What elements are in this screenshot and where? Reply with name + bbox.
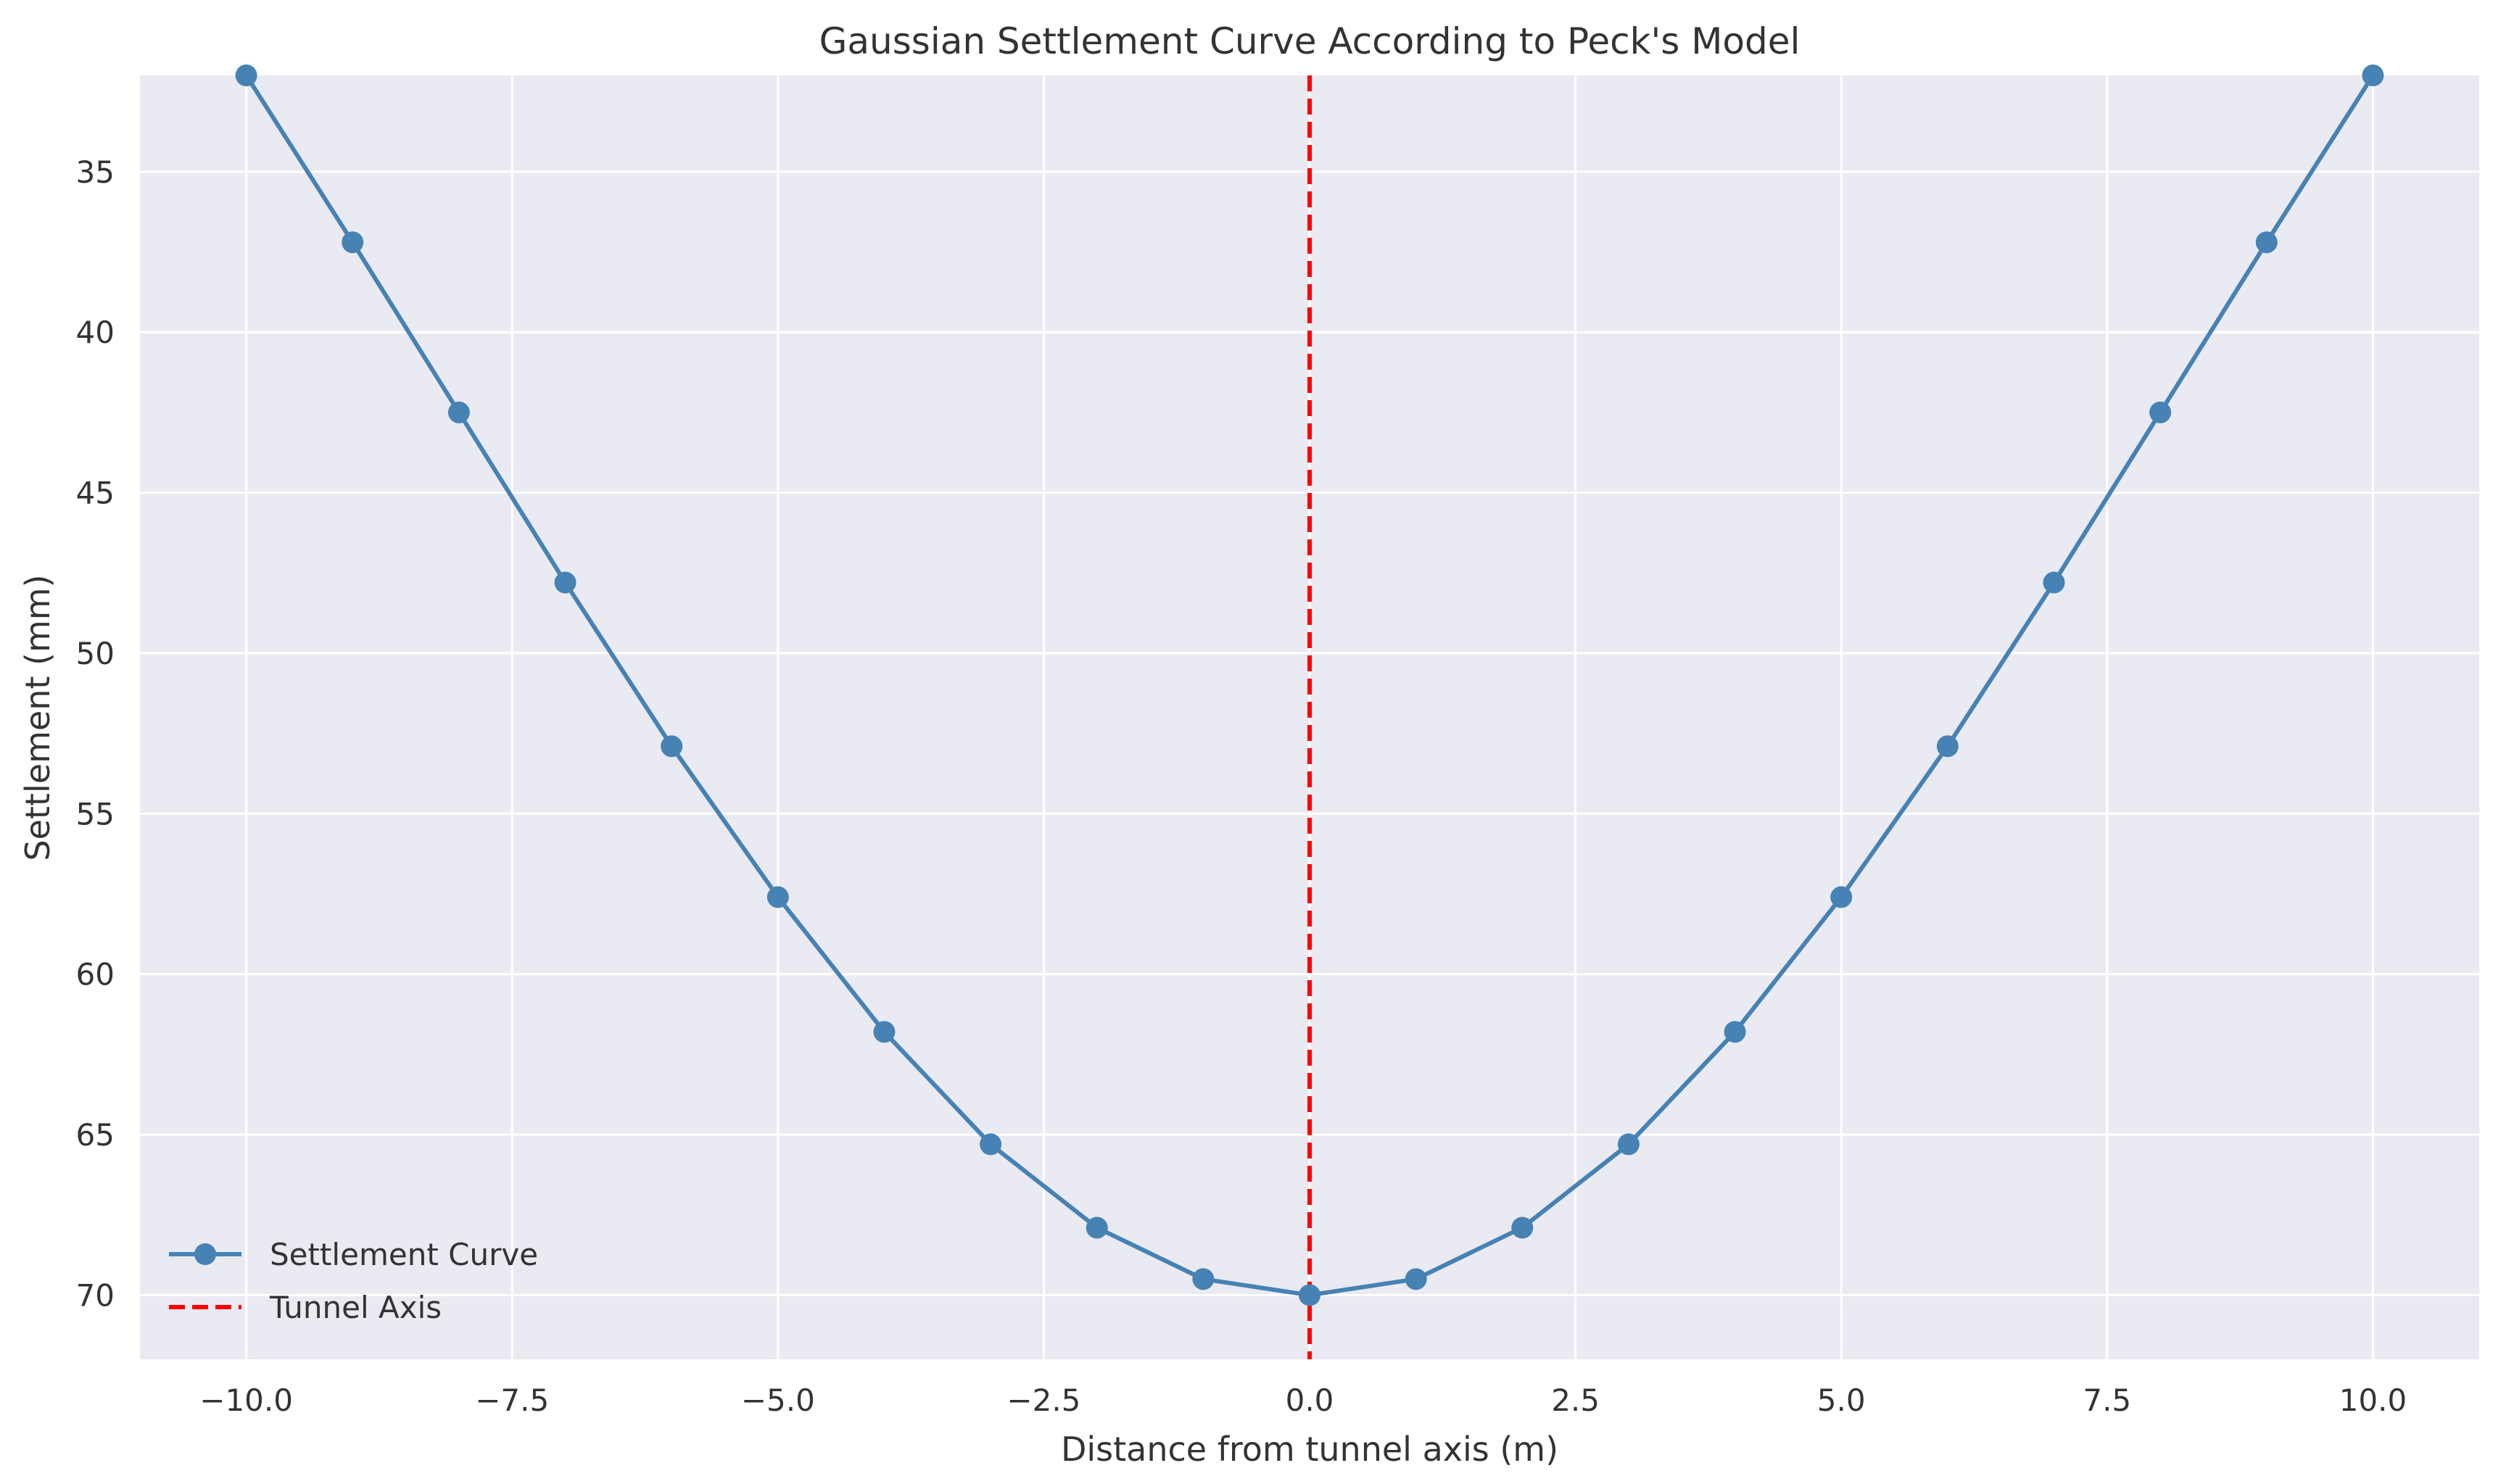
- settlement-point: [1724, 1021, 1746, 1043]
- settlement-point: [1936, 735, 1959, 758]
- settlement-point: [1192, 1268, 1215, 1290]
- legend-settlement-label: Settlement Curve: [270, 1237, 538, 1272]
- x-tick-label: −7.5: [475, 1383, 549, 1418]
- tick-labels: −10.0 −7.5 −5.0 −2.5 0.0 2.5 5.0 7.5 10.0 35 40 45 5…: [76, 154, 2407, 1418]
- legend-tunnel-axis-label: Tunnel Axis: [269, 1290, 442, 1325]
- y-tick-label: 40: [76, 315, 115, 350]
- settlement-point: [235, 65, 257, 86]
- settlement-point: [2255, 231, 2278, 254]
- settlement-point: [1830, 886, 1853, 908]
- y-tick-label: 65: [76, 1117, 115, 1153]
- x-tick-label: 2.5: [1551, 1383, 1600, 1418]
- chart-title: Gaussian Settlement Curve According to P…: [819, 20, 1801, 62]
- settlement-point: [661, 735, 683, 758]
- x-tick-label: 5.0: [1817, 1383, 1866, 1418]
- y-tick-label: 45: [76, 476, 115, 511]
- x-tick-label: 10.0: [2339, 1383, 2407, 1418]
- x-tick-label: −10.0: [199, 1383, 293, 1418]
- legend: Settlement Curve Tunnel Axis: [169, 1237, 538, 1325]
- y-tick-label: 50: [76, 636, 115, 671]
- settlement-point: [554, 571, 576, 594]
- y-tick-label: 35: [76, 154, 115, 190]
- x-tick-label: −5.0: [741, 1383, 815, 1418]
- settlement-point: [1405, 1268, 1427, 1290]
- settlement-point: [342, 231, 364, 254]
- settlement-point: [2043, 571, 2065, 594]
- settlement-series-group: [235, 65, 2384, 1306]
- legend-settlement-marker: [194, 1243, 216, 1265]
- x-tick-label: 0.0: [1286, 1383, 1334, 1418]
- settlement-point: [1511, 1216, 1534, 1239]
- settlement-point: [1617, 1133, 1640, 1156]
- settlement-point: [2149, 401, 2172, 423]
- y-tick-label: 70: [76, 1277, 115, 1313]
- y-axis-label: Settlement (mm): [18, 574, 57, 861]
- settlement-point: [766, 886, 789, 908]
- x-tick-label: −2.5: [1007, 1383, 1080, 1418]
- y-tick-label: 60: [76, 957, 115, 992]
- x-axis-label: Distance from tunnel axis (m): [1061, 1430, 1558, 1469]
- settlement-point: [2362, 65, 2384, 86]
- settlement-point: [1086, 1216, 1108, 1239]
- y-tick-label: 55: [76, 796, 115, 832]
- settlement-point: [1299, 1284, 1320, 1306]
- settlement-point: [980, 1133, 1002, 1156]
- settlement-point: [873, 1021, 896, 1043]
- x-tick-label: 7.5: [2083, 1383, 2131, 1418]
- settlement-point: [447, 401, 470, 423]
